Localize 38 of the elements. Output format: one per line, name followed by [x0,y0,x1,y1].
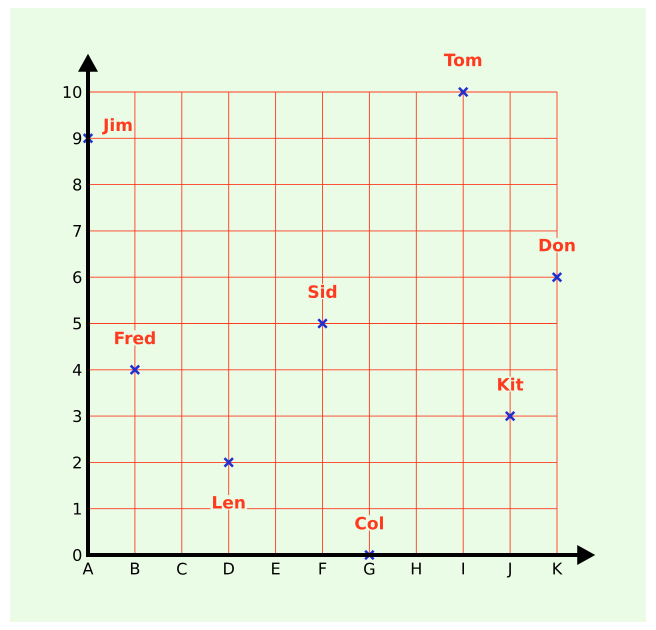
x-tick-label: G [364,562,374,575]
y-tick-label: 7 [73,225,81,237]
annotation: Don [540,238,575,252]
y-tick-label: 3 [73,410,82,422]
annotation: Col [355,516,383,530]
annotation: Sid [308,284,336,298]
point [317,318,328,329]
x-tick-label: J [506,562,511,578]
x-tick-label: B [130,562,140,574]
x-tick-label: E [272,562,280,574]
y-tick-label: 9 [73,132,82,144]
point [82,132,94,144]
point [458,86,469,98]
y-tick-label: 2 [73,456,81,468]
point [223,456,234,468]
annotation: Fred [115,331,155,344]
point [364,550,375,560]
y-tick-label: 0 [73,548,82,562]
point [129,364,140,376]
y-tick-label: 8 [73,178,82,191]
annotation: Kit [498,378,524,391]
annotation: Tom [444,54,482,66]
x-tick-label: K [553,562,563,574]
x-tick-label: D [224,562,234,574]
x-tick-label: I [462,562,464,574]
y-tick-label: 10 [64,86,82,98]
y-tick-label: 1 [74,502,81,515]
x-tick-label: C [177,562,187,575]
point [552,272,562,283]
annotation: Len [213,496,245,509]
annotation: Jim [102,118,132,134]
x-tick-label: F [319,562,326,574]
y-tick-label: 6 [73,271,82,284]
y-tick-label: 5 [73,318,81,330]
x-tick-label: A [82,562,94,574]
y-tick-label: 4 [72,364,82,376]
x-tick-label: H [412,562,421,574]
point [504,410,516,422]
